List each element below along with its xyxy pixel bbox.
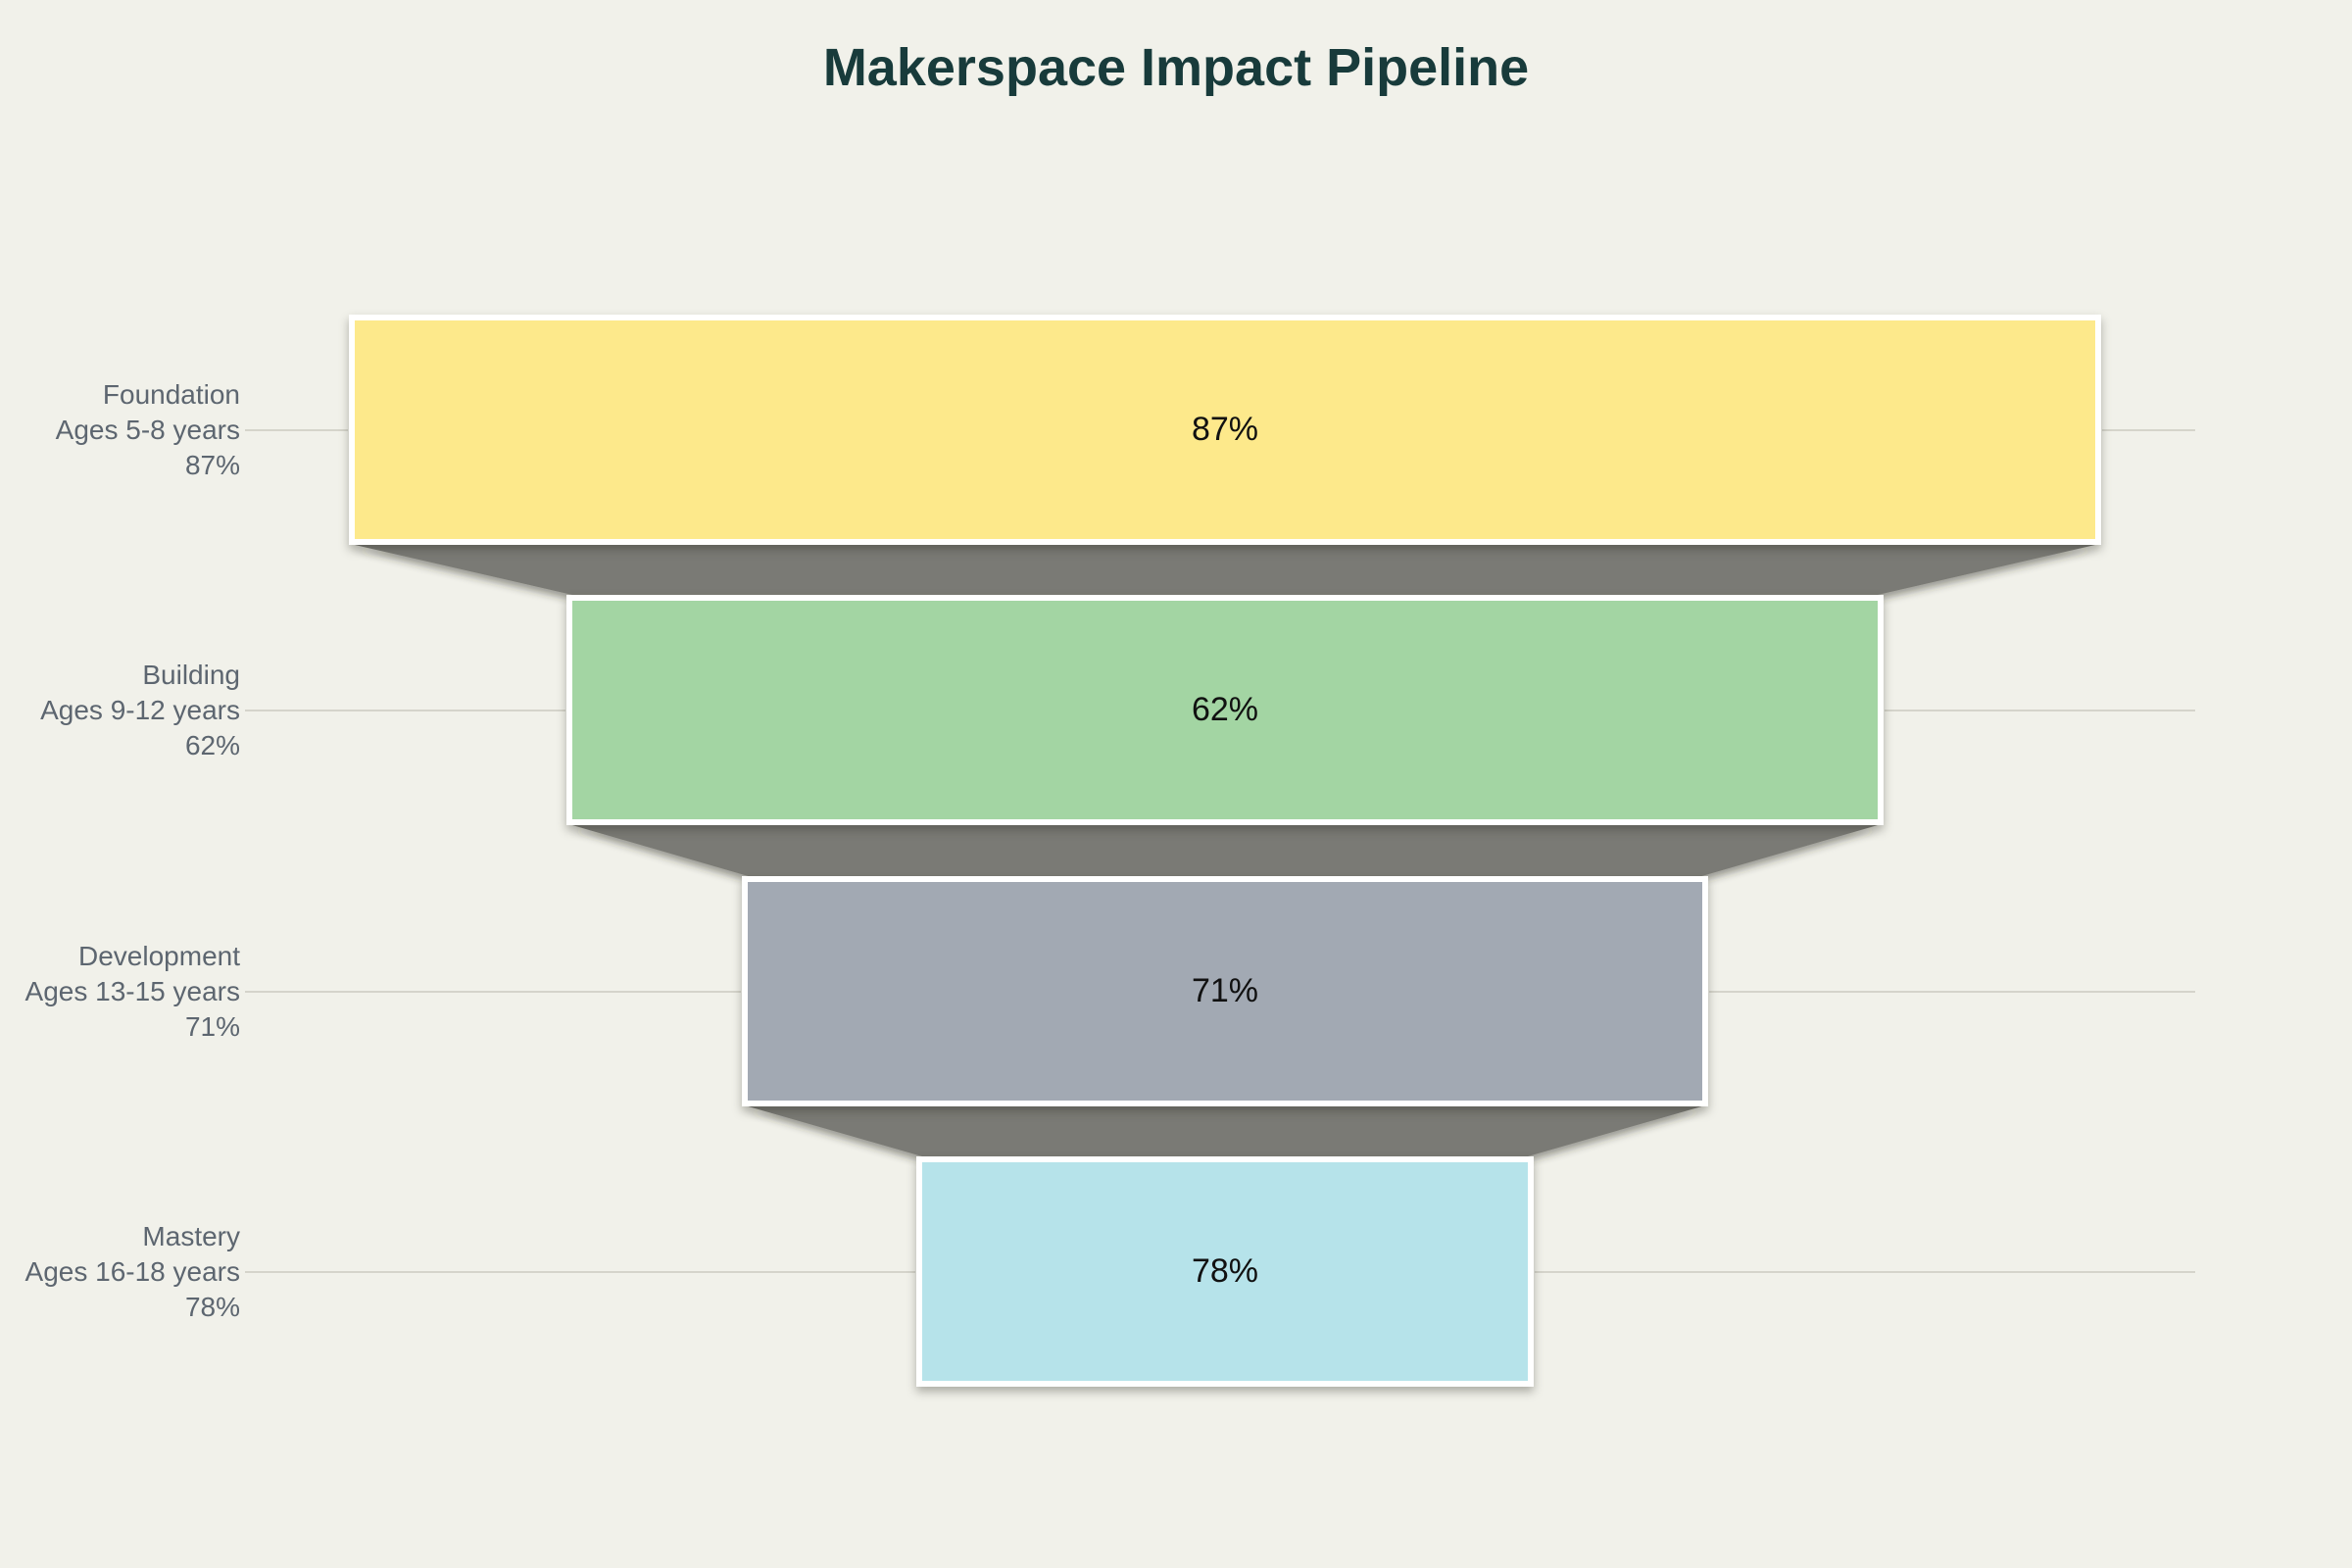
- stage-label-building: Building Ages 9-12 years 62%: [0, 658, 240, 763]
- leader-line-right: [1708, 990, 2195, 993]
- funnel-bar-mastery: 78%: [915, 1156, 1535, 1387]
- stage-name: Building: [142, 659, 240, 690]
- leader-line-left: [245, 990, 742, 993]
- stage-name: Development: [78, 940, 240, 971]
- leader-line-right: [1535, 1270, 2195, 1273]
- stage-percent: 78%: [184, 1291, 240, 1322]
- bar-value-label: 78%: [1191, 1252, 1259, 1290]
- stage-sublabel: Ages 9-12 years: [40, 694, 240, 725]
- stage-name: Mastery: [142, 1220, 240, 1251]
- stage-sublabel: Ages 13-15 years: [24, 975, 240, 1006]
- stage-label-development: Development Ages 13-15 years 71%: [0, 939, 240, 1045]
- stage-sublabel: Ages 5-8 years: [55, 414, 240, 445]
- stage-label-mastery: Mastery Ages 16-18 years 78%: [0, 1219, 240, 1325]
- bar-value-label: 62%: [1191, 691, 1259, 728]
- stage-label-foundation: Foundation Ages 5-8 years 87%: [0, 377, 240, 483]
- bar-value-label: 87%: [1191, 411, 1259, 448]
- leader-line-right: [2102, 428, 2195, 431]
- stage-percent: 87%: [184, 449, 240, 480]
- funnel-bar-building: 62%: [566, 595, 1884, 825]
- stage-percent: 71%: [184, 1010, 240, 1042]
- funnel-connector: [355, 545, 2095, 595]
- bar-value-label: 71%: [1191, 972, 1259, 1009]
- funnel-connector: [748, 1106, 1702, 1156]
- stage-sublabel: Ages 16-18 years: [24, 1255, 240, 1287]
- leader-line-left: [245, 709, 565, 711]
- chart-title: Makerspace Impact Pipeline: [822, 38, 1530, 97]
- leader-line-left: [245, 1270, 915, 1273]
- leader-line-right: [1885, 709, 2195, 711]
- stage-name: Foundation: [102, 378, 240, 410]
- leader-line-left: [245, 428, 348, 431]
- funnel-connector: [572, 825, 1878, 876]
- stage-percent: 62%: [184, 729, 240, 760]
- funnel-bar-foundation: 87%: [349, 315, 2101, 545]
- funnel-bar-development: 71%: [742, 876, 1708, 1106]
